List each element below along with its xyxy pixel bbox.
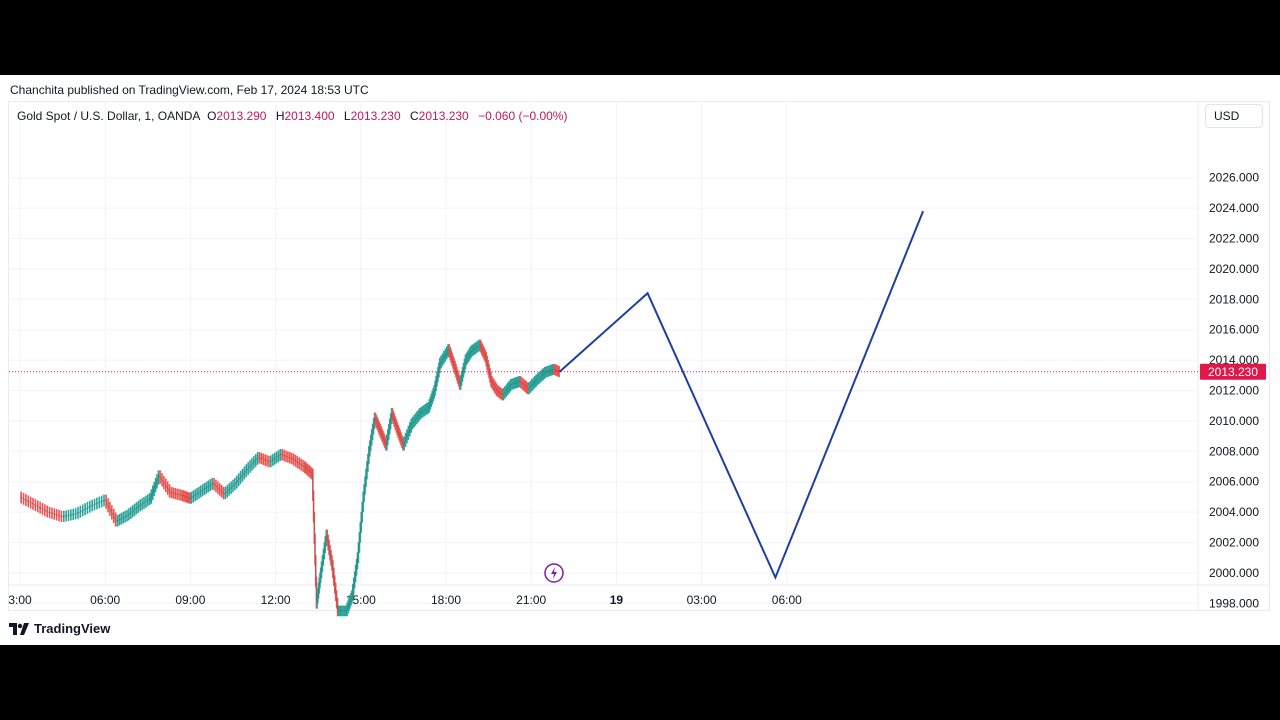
open-key: O [207, 109, 217, 123]
close-key: C [410, 109, 419, 123]
ohlc-legend: Gold Spot / U.S. Dollar, 1, OANDA O2013.… [17, 109, 567, 123]
high-value: 2013.400 [284, 109, 335, 123]
change-value: −0.060 (−0.00%) [478, 109, 568, 123]
y-tick-label: 2004.000 [1209, 505, 1259, 519]
published-line: Chanchita published on TradingView.com, … [10, 83, 369, 97]
x-tick-label: 3:00 [8, 593, 32, 607]
y-tick-label: 2000.000 [1209, 566, 1259, 580]
price-series-line [19, 344, 560, 612]
x-tick-label: 03:00 [687, 593, 717, 607]
tradingview-logo-icon [9, 622, 29, 635]
x-tick-label: 06:00 [90, 593, 120, 607]
brand-name: TradingView [34, 621, 111, 636]
y-tick-label: 2024.000 [1209, 201, 1259, 215]
lightning-glyph [551, 567, 557, 579]
y-tick-label: 2018.000 [1209, 292, 1259, 306]
open-value: 2013.290 [216, 109, 267, 123]
letterbox-bottom [0, 645, 1280, 720]
y-tick-label: 2026.000 [1209, 171, 1259, 185]
last-price-label: 2013.230 [1208, 365, 1258, 379]
currency-button[interactable]: USD [1205, 104, 1263, 128]
y-tick-label: 2014.000 [1209, 353, 1259, 367]
high-key: H [275, 109, 285, 123]
x-tick-label: 19 [610, 593, 624, 607]
x-tick-label: 21:00 [516, 593, 546, 607]
letterbox-top [0, 0, 1280, 75]
y-tick-label: 2020.000 [1209, 262, 1259, 276]
y-tick-label: 2022.000 [1209, 232, 1259, 246]
low-value: 2013.230 [350, 109, 401, 123]
y-tick-label: 1998.000 [1209, 596, 1259, 610]
low-key: L [343, 109, 351, 123]
symbol-name[interactable]: Gold Spot / U.S. Dollar, 1, OANDA [17, 109, 201, 123]
x-tick-label: 12:00 [261, 593, 291, 607]
y-tick-label: 2012.000 [1209, 384, 1259, 398]
tradingview-logo[interactable]: TradingView [9, 621, 110, 636]
chart-panel: Chanchita published on TradingView.com, … [0, 75, 1280, 645]
y-tick-label: 2008.000 [1209, 444, 1259, 458]
x-tick-label: 18:00 [431, 593, 461, 607]
close-value: 2013.230 [418, 109, 469, 123]
price-chart[interactable]: 2026.000 2024.000 2022.000 2020.000 2018.000… [0, 75, 1280, 645]
y-tick-label: 2016.000 [1209, 323, 1259, 337]
y-tick-label: 2010.000 [1209, 414, 1259, 428]
last-price-label-bg [1200, 363, 1266, 380]
projection-line [558, 210, 925, 581]
chart-frame [8, 101, 1270, 611]
y-tick-label: 2002.000 [1209, 536, 1259, 550]
y-tick-label: 2006.000 [1209, 475, 1259, 489]
x-tick-label: 06:00 [772, 593, 802, 607]
x-tick-label: 09:00 [175, 593, 205, 607]
